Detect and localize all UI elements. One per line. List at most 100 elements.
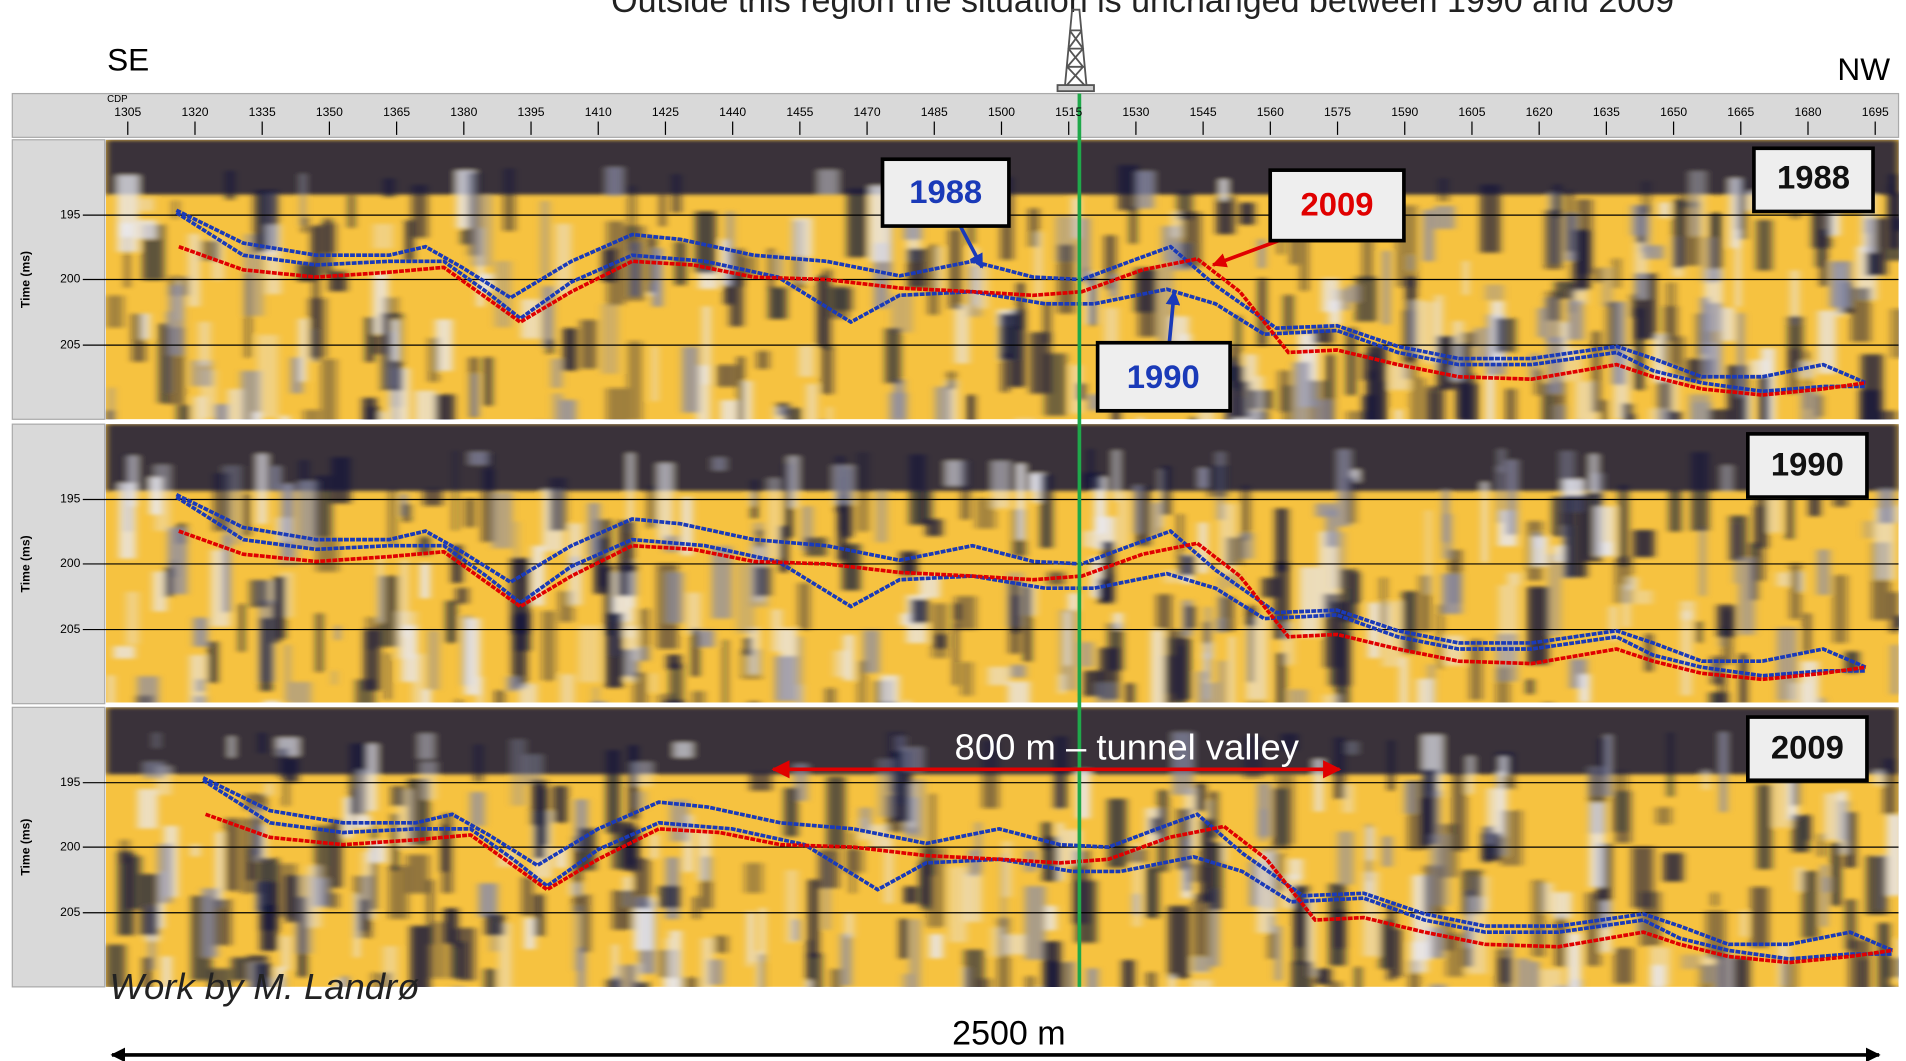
texture xyxy=(209,968,231,987)
time-tick-label: 195 xyxy=(60,775,81,789)
callout-box xyxy=(1268,168,1406,243)
texture xyxy=(164,567,174,598)
texture xyxy=(1499,756,1508,777)
texture xyxy=(260,617,273,692)
texture xyxy=(506,676,521,692)
texture xyxy=(259,858,279,931)
texture xyxy=(429,922,447,979)
texture xyxy=(1017,282,1024,330)
texture xyxy=(1268,914,1276,959)
texture xyxy=(1034,231,1043,300)
texture xyxy=(1365,827,1376,861)
texture xyxy=(919,490,933,525)
texture xyxy=(1108,622,1124,671)
texture xyxy=(1836,790,1849,855)
texture xyxy=(1355,966,1361,987)
texture xyxy=(1149,817,1160,834)
texture xyxy=(452,450,459,531)
texture xyxy=(1176,808,1191,871)
cdp-tick-label: 1320 xyxy=(181,105,208,119)
texture xyxy=(503,168,515,232)
texture xyxy=(662,977,681,987)
texture xyxy=(1575,381,1597,420)
texture xyxy=(1861,354,1883,420)
year-box xyxy=(1752,146,1875,214)
texture xyxy=(1325,509,1339,547)
callout-box xyxy=(880,157,1011,228)
texture xyxy=(1241,485,1251,541)
texture xyxy=(371,972,393,987)
texture xyxy=(1473,327,1490,361)
texture xyxy=(651,346,658,402)
texture xyxy=(712,457,726,471)
texture xyxy=(1791,768,1801,806)
texture xyxy=(395,611,418,659)
texture xyxy=(1382,250,1391,325)
texture xyxy=(423,488,443,506)
texture xyxy=(1561,322,1569,359)
texture xyxy=(863,629,880,673)
texture xyxy=(617,964,635,987)
texture xyxy=(1467,756,1474,794)
cdp-tick-label: 1380 xyxy=(450,105,477,119)
texture xyxy=(1817,310,1837,374)
texture xyxy=(1429,984,1447,987)
texture xyxy=(1851,287,1871,342)
texture xyxy=(885,328,901,384)
texture xyxy=(228,736,235,758)
cdp-label: CDP xyxy=(107,94,128,105)
texture xyxy=(832,287,853,311)
texture xyxy=(1249,861,1261,907)
texture xyxy=(1544,209,1563,270)
texture xyxy=(805,537,827,557)
texture xyxy=(1699,526,1706,596)
texture xyxy=(1044,302,1050,344)
texture xyxy=(826,776,846,849)
texture xyxy=(263,700,280,703)
texture xyxy=(400,559,409,638)
texture xyxy=(1028,208,1039,248)
texture xyxy=(555,848,568,868)
callout-arrow xyxy=(958,225,984,269)
horizon-pick xyxy=(178,529,1866,682)
texture xyxy=(303,409,321,420)
texture xyxy=(1701,769,1711,790)
texture xyxy=(869,824,889,849)
texture xyxy=(1776,627,1797,701)
texture xyxy=(1174,638,1191,700)
texture xyxy=(606,979,623,987)
texture xyxy=(1565,495,1587,578)
texture xyxy=(388,488,397,546)
texture xyxy=(856,452,870,532)
texture xyxy=(1816,549,1831,596)
texture xyxy=(1322,694,1341,703)
texture xyxy=(1711,892,1719,907)
texture xyxy=(372,223,394,249)
callout-text: 2009 xyxy=(1301,185,1374,222)
texture xyxy=(254,963,272,987)
texture xyxy=(484,968,497,987)
horizon-pick xyxy=(175,211,1866,394)
texture xyxy=(1739,653,1747,703)
texture xyxy=(634,981,649,987)
texture xyxy=(1633,530,1655,558)
texture xyxy=(1342,784,1355,813)
texture xyxy=(1132,842,1142,927)
texture xyxy=(1109,273,1119,298)
texture xyxy=(686,592,701,635)
texture xyxy=(555,223,572,296)
texture xyxy=(377,556,383,623)
texture xyxy=(1831,842,1841,906)
texture xyxy=(827,406,833,420)
texture xyxy=(606,388,629,420)
texture xyxy=(948,229,962,310)
texture xyxy=(1257,783,1271,837)
texture xyxy=(1648,408,1669,420)
texture xyxy=(388,865,409,919)
texture xyxy=(1382,836,1393,867)
texture xyxy=(752,522,765,537)
cdp-tick-label: 1635 xyxy=(1593,105,1620,119)
texture xyxy=(1337,831,1354,885)
texture xyxy=(1821,865,1828,927)
texture xyxy=(1235,315,1241,391)
